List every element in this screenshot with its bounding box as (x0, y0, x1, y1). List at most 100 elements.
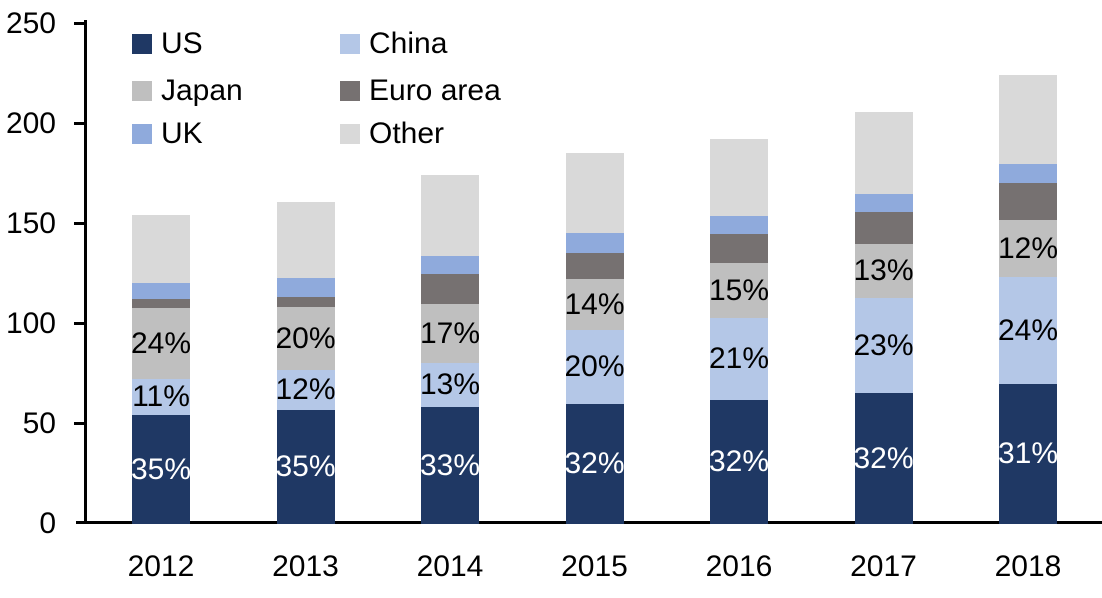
bar-segment-label: 11% (132, 380, 190, 413)
bar-segment-uk (854, 194, 913, 212)
bar-segment-label: 31% (997, 437, 1059, 470)
bar-segment-label: 23% (853, 328, 914, 362)
bar-segment-euro-area (999, 183, 1057, 220)
bar-segment-japan (854, 244, 913, 298)
bar-segment-label: 32% (564, 447, 625, 480)
bar-segment-china (999, 277, 1057, 384)
x-axis-label: 2012 (127, 550, 195, 583)
x-axis-label: 2014 (416, 550, 484, 583)
bar-segment-label: 14% (564, 287, 625, 321)
bar-segment-label: 24% (130, 326, 192, 360)
bar-segment-label: 12% (997, 231, 1059, 265)
y-axis-tick-label: 200 (5, 107, 56, 140)
legend-label-uk: UK (161, 116, 203, 150)
legend-label-other: Other (369, 116, 445, 150)
other-legend-swatch-icon (340, 123, 360, 144)
legend-label-china: China (369, 26, 448, 60)
bar-segment-china (854, 298, 913, 393)
bar-segment-us (854, 393, 913, 524)
y-axis-line (84, 20, 87, 524)
bar-segment-china (421, 363, 479, 407)
bar-segment-other (710, 139, 768, 216)
bar-segment-label: 13% (853, 254, 914, 287)
bar-segment-label: 21% (708, 342, 770, 375)
bar-segment-china (565, 330, 624, 404)
bar-segment-label: 32% (708, 445, 770, 478)
us-legend-swatch-icon (132, 33, 152, 54)
bar-segment-label: 24% (997, 313, 1059, 347)
bar-segment-japan (132, 308, 190, 379)
bar-segment-euro-area (276, 297, 335, 307)
uk-legend-swatch-icon (132, 123, 152, 144)
bar-segment-label: 35% (130, 452, 192, 486)
japan-legend-swatch-icon (132, 80, 152, 101)
bar-segment-euro-area (421, 274, 479, 304)
bar-segment-other (132, 215, 190, 283)
y-axis-tick (74, 22, 85, 25)
bar-segment-other (999, 75, 1057, 164)
bar-segment-uk (999, 164, 1057, 183)
euro-area-legend-swatch-icon (340, 80, 360, 101)
bar-segment-us (276, 410, 335, 524)
bar-segment-label: 13% (419, 368, 481, 401)
bar-segment-other (276, 202, 335, 278)
bar-segment-china (132, 379, 190, 415)
bar-segment-label: 20% (564, 350, 625, 383)
y-axis-tick (74, 222, 85, 225)
legend-item-other: Other (340, 116, 445, 150)
y-axis-tick-label: 150 (5, 207, 56, 240)
y-axis-tick-label: 100 (5, 307, 56, 340)
bar-segment-china (276, 370, 335, 410)
bar-segment-us (710, 400, 768, 524)
legend-label-japan: Japan (161, 73, 243, 107)
bar-segment-euro-area (854, 212, 913, 244)
legend-item-uk: UK (132, 116, 203, 150)
legend-item-euro-area: Euro area (340, 73, 501, 107)
bar-segment-us (421, 407, 479, 524)
bar-segment-uk (710, 216, 768, 234)
bar-segment-us (565, 404, 624, 524)
x-axis-label: 2017 (850, 550, 917, 583)
bar-segment-uk (565, 233, 624, 253)
bar-segment-label: 15% (708, 273, 770, 307)
legend-item-china: China (340, 26, 448, 60)
x-axis-label: 2018 (994, 550, 1062, 583)
bar-segment-japan (276, 307, 335, 370)
bar-segment-other (565, 153, 624, 233)
bar-segment-label: 17% (419, 316, 481, 350)
bar-segment-euro-area (710, 234, 768, 263)
y-axis-tick (74, 122, 85, 125)
y-axis-tick-label: 250 (5, 7, 56, 40)
bar-segment-label: 32% (853, 441, 914, 475)
bar-segment-us (999, 384, 1057, 524)
x-axis-label: 2015 (561, 550, 628, 583)
bar-segment-uk (132, 283, 190, 299)
bar-segment-japan (565, 279, 624, 330)
bar-segment-other (421, 175, 479, 256)
x-axis-label: 2013 (272, 550, 339, 583)
y-axis-tick-label: 50 (22, 407, 56, 440)
bar-segment-label: 12% (275, 373, 336, 406)
x-axis-label: 2016 (705, 550, 773, 583)
legend-item-us: US (132, 26, 203, 60)
y-axis-tick (74, 322, 85, 325)
bar-segment-label: 35% (275, 450, 336, 483)
bar-segment-japan (999, 220, 1057, 277)
legend-label-euro-area: Euro area (369, 73, 501, 107)
y-axis-tick-label: 0 (39, 507, 56, 540)
bar-segment-euro-area (565, 253, 624, 279)
legend-item-japan: Japan (132, 73, 243, 107)
legend-label-us: US (161, 26, 203, 60)
y-axis-tick (74, 422, 85, 425)
bar-segment-label: 33% (419, 448, 481, 482)
bar-segment-japan (421, 304, 479, 363)
china-legend-swatch-icon (340, 33, 360, 54)
bar-segment-china (710, 318, 768, 400)
bar-segment-us (132, 415, 190, 524)
bar-segment-other (854, 112, 913, 194)
bar-segment-euro-area (132, 299, 190, 308)
bar-segment-uk (276, 278, 335, 297)
bar-segment-japan (710, 263, 768, 318)
bar-segment-uk (421, 256, 479, 274)
